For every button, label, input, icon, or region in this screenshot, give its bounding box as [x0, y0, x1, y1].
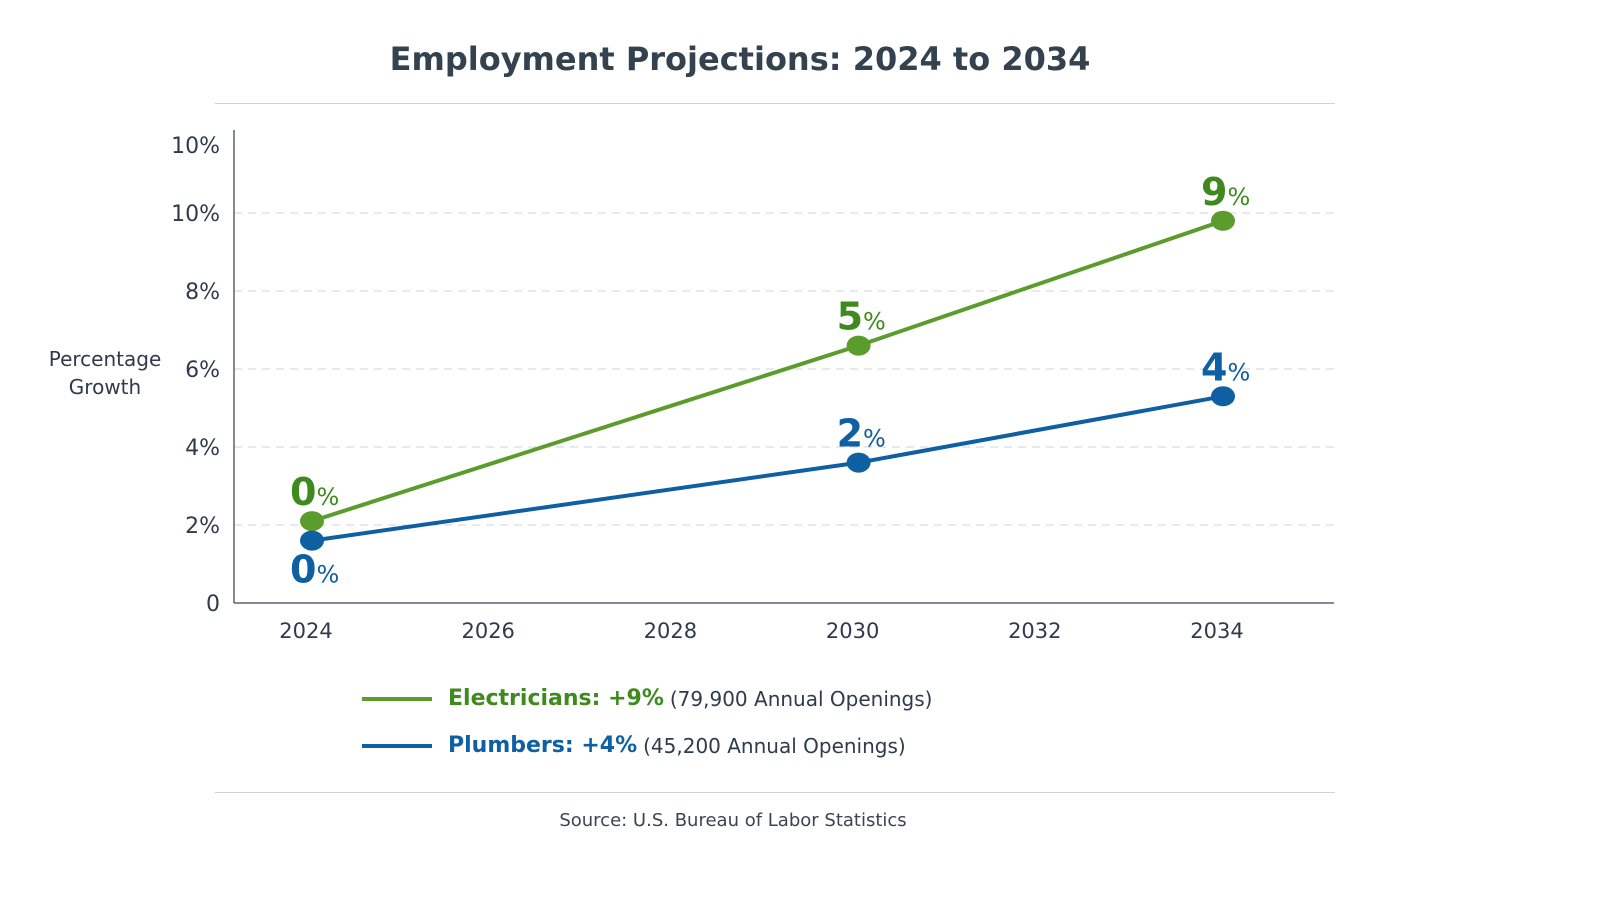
chart-title: Employment Projections: 2024 to 2034 — [389, 40, 1091, 78]
data-point — [300, 530, 324, 551]
y-tick-label: 4% — [185, 436, 220, 461]
data-point — [300, 511, 324, 532]
legend-swatch — [362, 696, 432, 701]
y-tick-label: 6% — [185, 358, 220, 383]
x-tick-label: 2028 — [644, 619, 697, 643]
x-tick-label: 2024 — [279, 619, 332, 643]
data-label: 5% — [837, 295, 886, 339]
legend-item-electricians: Electricians: +9% (79,900 Annual Opening… — [362, 686, 932, 711]
data-label: 4% — [1201, 345, 1250, 389]
y-axis-label: Percentage — [49, 347, 162, 371]
legend-detail: (79,900 Annual Openings) — [669, 686, 933, 711]
legend-detail: (45,200 Annual Openings) — [643, 733, 906, 758]
x-tick-label: 2032 — [1008, 619, 1061, 643]
series-line-plumbers — [311, 394, 1224, 543]
source-note: Source: U.S. Bureau of Labor Statistics — [559, 810, 907, 831]
data-label: 2% — [837, 412, 886, 456]
data-label: 0% — [290, 470, 339, 514]
data-point — [1211, 210, 1235, 231]
y-tick-label: 10% — [171, 202, 220, 227]
x-tick-label: 2026 — [461, 619, 514, 643]
x-tick-label: 2030 — [826, 619, 879, 643]
data-point — [846, 335, 871, 356]
y-tick-label: 2% — [185, 514, 220, 539]
y-tick-label: 0 — [206, 592, 220, 617]
y-tick-label: 8% — [185, 280, 220, 305]
data-label: 0% — [290, 548, 339, 592]
y-axis-label: Growth — [69, 375, 141, 399]
title-divider — [215, 103, 1335, 104]
legend-name: Plumbers: +4% — [448, 733, 638, 758]
legend-swatch — [362, 743, 432, 748]
legend-name: Electricians: +9% — [448, 686, 664, 711]
data-point — [846, 452, 871, 473]
data-point — [1211, 386, 1235, 407]
data-label: 9% — [1201, 170, 1250, 214]
source-divider — [215, 792, 1335, 793]
x-tick-label: 2034 — [1190, 619, 1243, 643]
y-tick-label: 10% — [171, 134, 220, 159]
legend-item-plumbers: Plumbers: +4% (45,200 Annual Openings) — [362, 733, 906, 758]
